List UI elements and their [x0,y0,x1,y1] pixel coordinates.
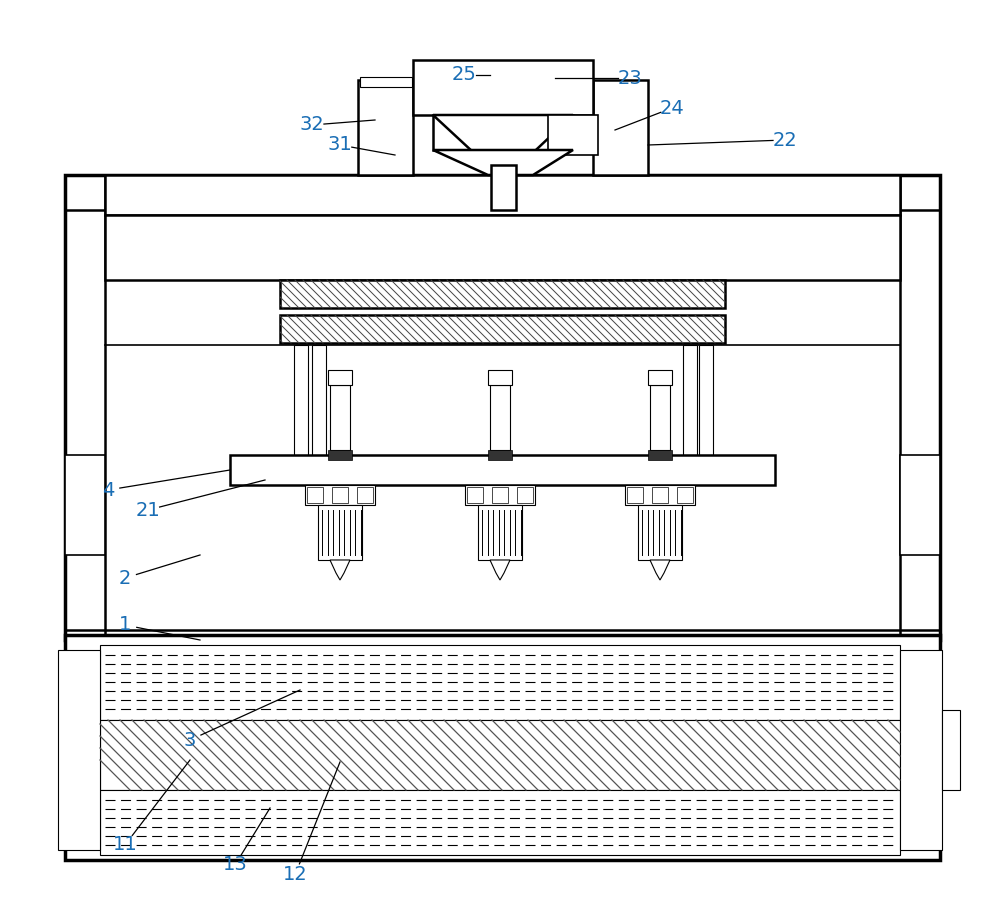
Bar [358,80,413,175]
Bar [65,175,940,640]
Bar [360,77,412,87]
Bar [942,710,960,790]
Bar [100,645,900,720]
Bar [492,487,508,503]
Polygon shape [650,560,670,580]
Bar [294,345,308,455]
Text: 1: 1 [119,616,131,634]
Bar [433,115,573,150]
Polygon shape [433,115,573,165]
Polygon shape [490,560,510,580]
Text: 2: 2 [119,569,131,587]
Bar [625,485,695,505]
Bar [330,385,350,450]
Bar [328,450,352,460]
Bar [677,487,693,503]
Bar [478,505,522,560]
Text: 22: 22 [773,130,797,150]
Text: 23: 23 [618,69,642,87]
Bar [465,485,535,505]
Bar [517,487,533,503]
Text: 3: 3 [184,731,196,750]
Bar [100,720,900,790]
Bar [900,455,940,555]
Bar [638,505,682,560]
Bar [328,370,352,385]
Polygon shape [330,560,350,580]
Bar [105,175,900,215]
Bar [100,790,900,855]
Polygon shape [433,150,573,175]
Text: 11: 11 [113,835,137,855]
Bar [488,370,512,385]
Text: 31: 31 [328,135,352,154]
Bar [627,487,643,503]
Bar [357,487,373,503]
Bar [65,635,940,860]
Text: 24: 24 [660,98,684,118]
Bar [312,345,326,455]
Bar [58,650,100,850]
Bar [683,345,697,455]
Text: 4: 4 [102,481,114,500]
Bar [490,385,510,450]
Text: 25: 25 [452,65,476,85]
Bar [467,487,483,503]
Bar [548,115,598,155]
Bar [699,345,713,455]
Bar [230,455,775,485]
Bar [491,165,516,210]
Bar [305,485,375,505]
Bar [105,215,900,280]
Bar [648,370,672,385]
Bar [650,385,670,450]
Text: 21: 21 [136,501,160,519]
Bar [413,60,593,115]
Bar [332,487,348,503]
Bar [318,505,362,560]
Bar [593,80,648,175]
Text: 12: 12 [283,866,307,884]
Bar [648,450,672,460]
Bar [307,487,323,503]
Bar [65,455,105,555]
Bar [280,315,725,343]
Bar [900,650,942,850]
Bar [488,450,512,460]
Bar [280,280,725,308]
Text: 32: 32 [300,116,324,134]
Bar [652,487,668,503]
Text: 13: 13 [223,856,247,875]
